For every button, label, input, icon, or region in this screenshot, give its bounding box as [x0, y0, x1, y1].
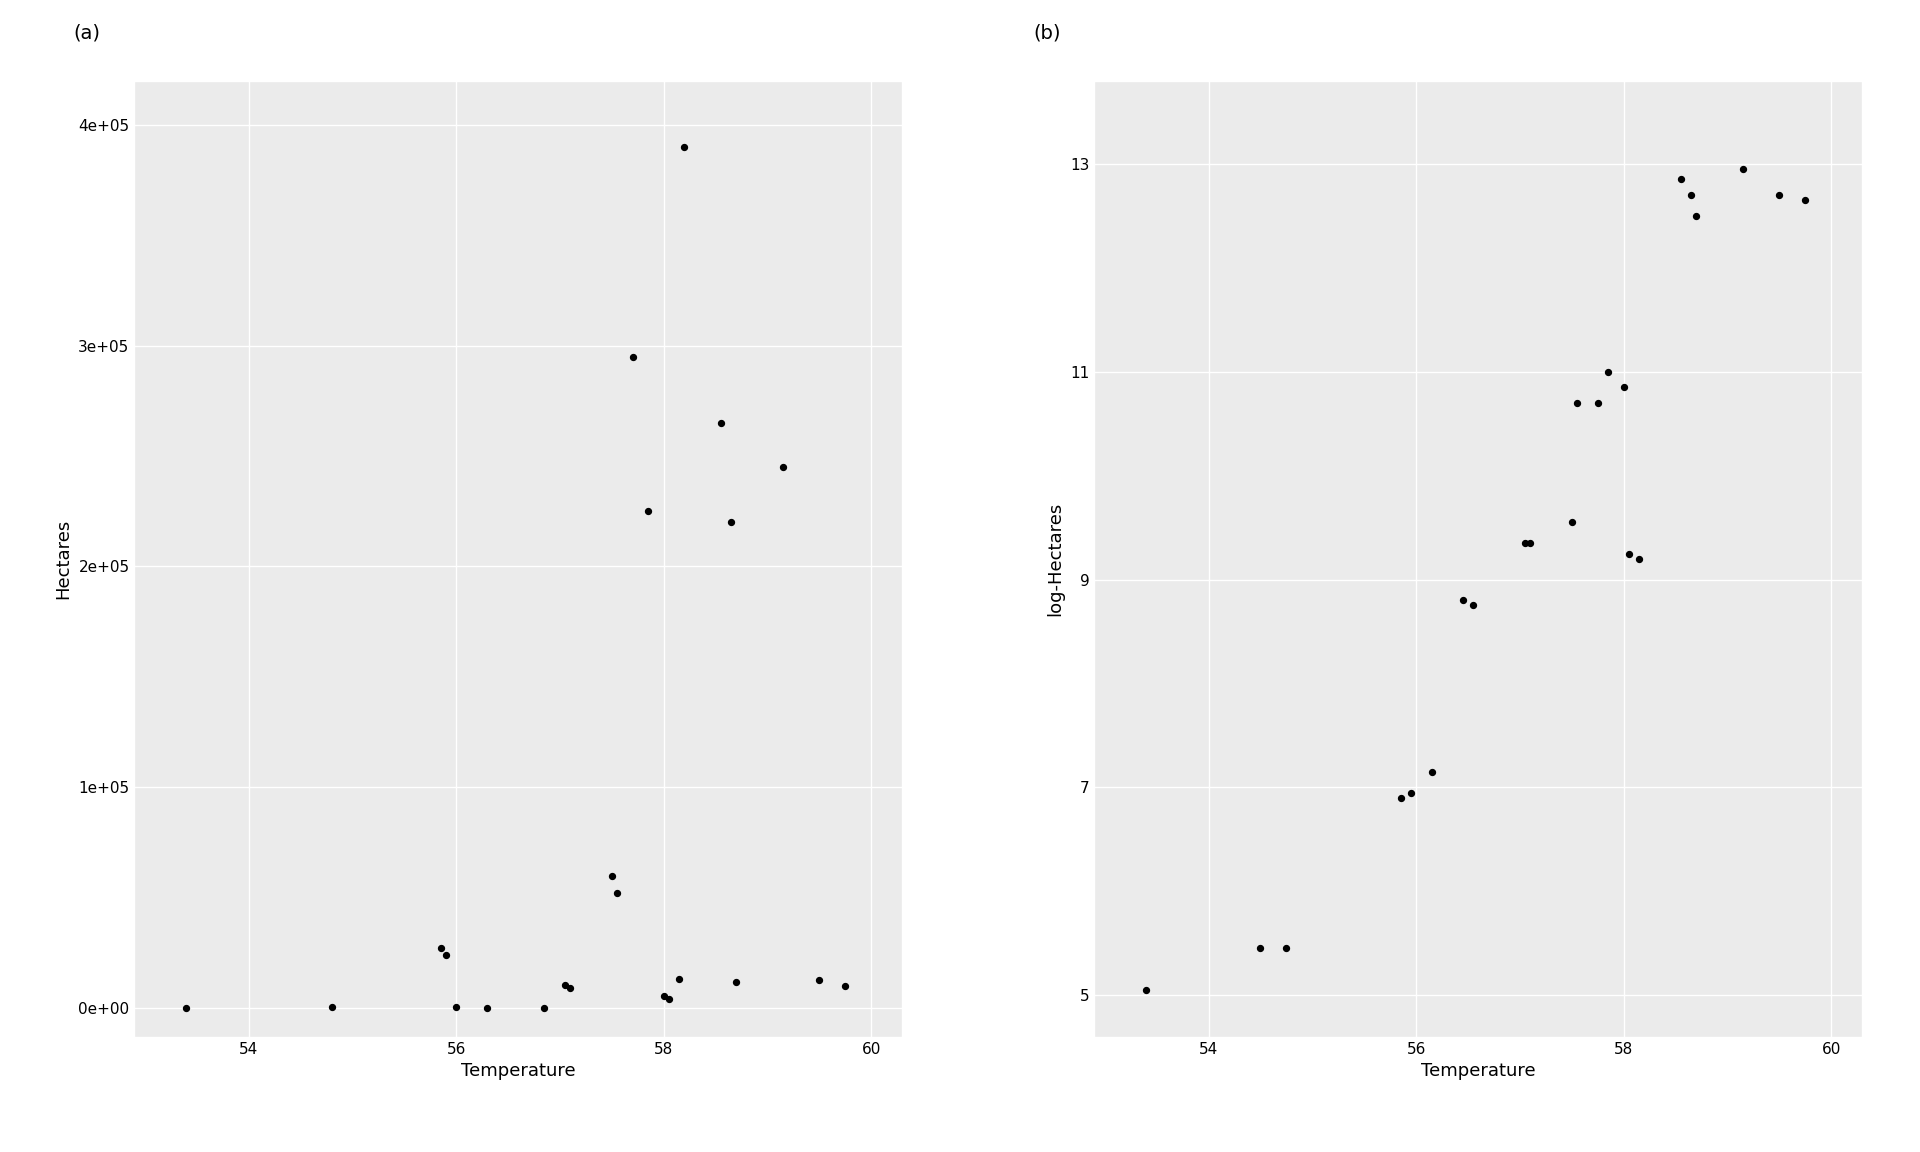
Point [549, 976, 580, 994]
Point [1789, 191, 1820, 210]
Point [664, 970, 695, 988]
Point [1515, 533, 1546, 552]
Point [1676, 185, 1707, 204]
Point [829, 977, 860, 995]
Point [171, 999, 202, 1017]
Point [1728, 160, 1759, 179]
Point [1624, 550, 1655, 568]
X-axis label: Temperature: Temperature [1421, 1062, 1536, 1081]
Point [705, 414, 735, 432]
Point [1509, 533, 1540, 552]
Point [1764, 185, 1795, 204]
Text: (a): (a) [73, 23, 100, 43]
Point [601, 884, 632, 902]
Point [442, 998, 472, 1016]
Point [1448, 591, 1478, 609]
Point [1561, 394, 1592, 412]
Point [804, 971, 835, 990]
X-axis label: Temperature: Temperature [461, 1062, 576, 1081]
Point [1384, 788, 1415, 806]
Point [555, 979, 586, 998]
Point [1131, 980, 1162, 999]
Point [597, 866, 628, 885]
Point [668, 138, 699, 157]
Point [1557, 513, 1588, 531]
Point [530, 999, 561, 1017]
Point [424, 939, 455, 957]
Point [768, 457, 799, 476]
Point [649, 987, 680, 1006]
Y-axis label: Hectares: Hectares [56, 518, 73, 599]
Point [1417, 763, 1448, 781]
Point [317, 998, 348, 1016]
Point [1457, 597, 1488, 615]
Point [1682, 206, 1713, 225]
Point [1396, 783, 1427, 802]
Point [1594, 363, 1624, 381]
Point [1609, 378, 1640, 396]
Y-axis label: log-Hectares: log-Hectares [1046, 501, 1064, 616]
Point [634, 502, 664, 521]
Point [472, 999, 503, 1017]
Point [653, 990, 684, 1008]
Point [722, 972, 753, 991]
Point [1582, 394, 1613, 412]
Text: (b): (b) [1033, 23, 1060, 43]
Point [1271, 939, 1302, 957]
Point [1665, 170, 1695, 189]
Point [716, 513, 747, 531]
Point [616, 348, 647, 366]
Point [430, 946, 461, 964]
Point [1613, 544, 1644, 562]
Point [1244, 939, 1275, 957]
